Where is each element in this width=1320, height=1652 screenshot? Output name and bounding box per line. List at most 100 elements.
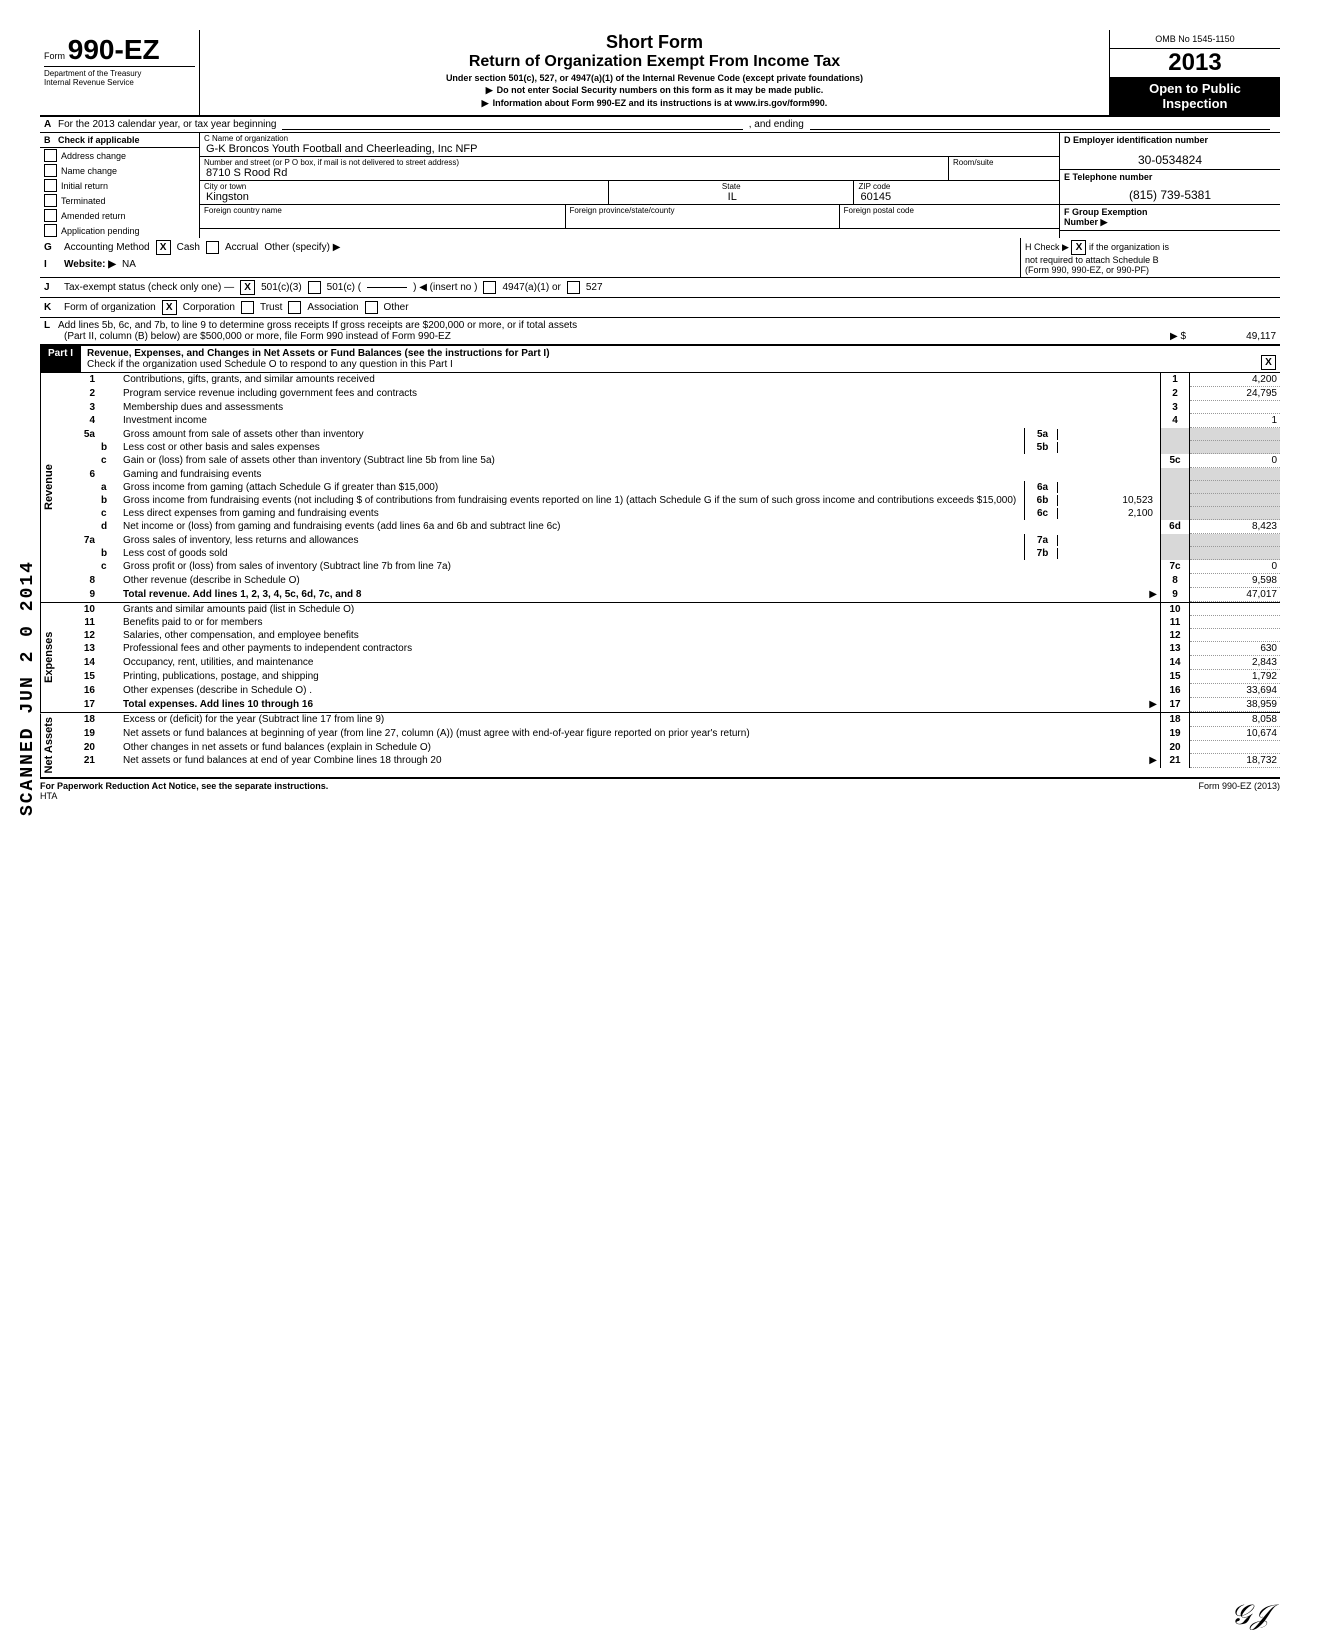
check-label-0: Address change	[61, 151, 126, 161]
checkbox-schedule-o[interactable]: X	[1261, 355, 1276, 370]
line-16-box: 16	[1160, 684, 1190, 698]
line-6d-box: 6d	[1160, 520, 1190, 534]
org-street: 8710 S Rood Rd	[204, 167, 944, 179]
line-12-desc: Salaries, other compensation, and employ…	[120, 629, 1160, 642]
line-7b-desc: Less cost of goods sold	[120, 547, 1024, 560]
footer-hta: HTA	[40, 791, 57, 801]
checkbox-application-pending[interactable]	[44, 224, 57, 237]
line-7b-ib: 7b	[1028, 548, 1058, 559]
line-1-val: 4,200	[1190, 373, 1280, 387]
part1-label: Part I	[40, 346, 81, 372]
line-20-desc: Other changes in net assets or fund bala…	[120, 741, 1160, 754]
street-label: Number and street (or P O box, if mail i…	[204, 158, 944, 167]
line-4-no: 4	[70, 414, 98, 428]
line-5c-val: 0	[1190, 454, 1280, 468]
line-15-box: 15	[1160, 670, 1190, 684]
org-name: G-K Broncos Youth Football and Cheerlead…	[204, 143, 1055, 155]
checkbox-corporation[interactable]: X	[162, 300, 177, 315]
checkbox-address-change[interactable]	[44, 149, 57, 162]
checkbox-initial-return[interactable]	[44, 179, 57, 192]
j-opt3: 4947(a)(1) or	[502, 282, 560, 293]
line-19-box: 19	[1160, 727, 1190, 741]
line-3-val	[1190, 401, 1280, 414]
line-15-desc: Printing, publications, postage, and shi…	[120, 670, 1160, 684]
i-label: Website: ▶	[64, 259, 116, 270]
title-short-form: Short Form	[206, 32, 1103, 53]
d-label: D Employer identification number	[1064, 135, 1208, 145]
k-assoc: Association	[307, 302, 358, 313]
line-10-val	[1190, 603, 1280, 616]
line-5a-ib: 5a	[1028, 429, 1058, 440]
line-1-box: 1	[1160, 373, 1190, 387]
line-3-desc: Membership dues and assessments	[120, 401, 1160, 414]
line-5b-desc: Less cost or other basis and sales expen…	[120, 441, 1024, 454]
f-label: F Group Exemption	[1064, 207, 1148, 217]
line-8-no: 8	[70, 574, 98, 588]
j-opt1: 501(c)(3)	[261, 282, 302, 293]
checkbox-accrual[interactable]	[206, 241, 219, 254]
line-17-no: 17	[70, 698, 98, 712]
checkbox-other-org[interactable]	[365, 301, 378, 314]
checkbox-association[interactable]	[288, 301, 301, 314]
line-6a-ib: 6a	[1028, 482, 1058, 493]
line-13-no: 13	[70, 642, 98, 656]
i-letter: I	[44, 259, 58, 270]
line-5c-box: 5c	[1160, 454, 1190, 468]
line-5c-desc: Gain or (loss) from sale of assets other…	[120, 454, 1160, 468]
line-11-no: 11	[70, 616, 98, 629]
form-header: Form 990-EZ Department of the Treasury I…	[40, 30, 1280, 117]
l-letter: L	[44, 320, 58, 331]
check-label-5: Application pending	[61, 226, 140, 236]
line-4-box: 4	[1160, 414, 1190, 428]
checkbox-4947[interactable]	[483, 281, 496, 294]
line-6c-desc: Less direct expenses from gaming and fun…	[120, 507, 1024, 520]
line-5a-desc: Gross amount from sale of assets other t…	[120, 428, 1024, 441]
checkbox-amended[interactable]	[44, 209, 57, 222]
footer-left: For Paperwork Reduction Act Notice, see …	[40, 781, 328, 791]
checkbox-name-change[interactable]	[44, 164, 57, 177]
k-other: Other	[384, 302, 409, 313]
line-12-box: 12	[1160, 629, 1190, 642]
check-label-1: Name change	[61, 166, 117, 176]
line-8-val: 9,598	[1190, 574, 1280, 588]
line-8-box: 8	[1160, 574, 1190, 588]
checkbox-terminated[interactable]	[44, 194, 57, 207]
checkbox-h[interactable]: X	[1071, 240, 1086, 255]
line-14-val: 2,843	[1190, 656, 1280, 670]
checkbox-trust[interactable]	[241, 301, 254, 314]
line-9-val: 47,017	[1190, 588, 1280, 602]
line-8-desc: Other revenue (describe in Schedule O)	[120, 574, 1160, 588]
checkbox-cash[interactable]: X	[156, 240, 171, 255]
section-expenses: Expenses	[40, 603, 70, 712]
dept-treasury: Department of the Treasury	[44, 66, 195, 78]
line-6-desc: Gaming and fundraising events	[120, 468, 1160, 481]
checkbox-501c[interactable]	[308, 281, 321, 294]
g-label: Accounting Method	[64, 242, 150, 253]
row-a-text: For the 2013 calendar year, or tax year …	[58, 119, 276, 130]
line-1-no: 1	[70, 373, 98, 387]
line-13-box: 13	[1160, 642, 1190, 656]
year-prefix: 20	[1168, 49, 1195, 76]
g-cash: Cash	[177, 242, 200, 253]
line-18-val: 8,058	[1190, 713, 1280, 727]
j-opt2b: ) ◀ (insert no )	[413, 282, 477, 293]
h-text2: if the organization is	[1089, 242, 1169, 252]
line-21-desc: Net assets or fund balances at end of ye…	[123, 755, 442, 766]
row-a: A For the 2013 calendar year, or tax yea…	[40, 117, 1280, 133]
org-zip: 60145	[858, 191, 1055, 203]
checkbox-501c3[interactable]: X	[240, 280, 255, 295]
row-a-mid: , and ending	[749, 119, 804, 130]
checkbox-527[interactable]	[567, 281, 580, 294]
l-text2: (Part II, column (B) below) are $500,000…	[64, 331, 451, 342]
line-3-box: 3	[1160, 401, 1190, 414]
year-bold: 13	[1195, 49, 1222, 76]
check-label-2: Initial return	[61, 181, 108, 191]
footer-right: Form 990-EZ (2013)	[1198, 781, 1280, 801]
dept-irs: Internal Revenue Service	[44, 78, 195, 87]
k-trust: Trust	[260, 302, 282, 313]
line-15-no: 15	[70, 670, 98, 684]
part1-sub: Check if the organization used Schedule …	[87, 359, 453, 370]
line-5b-no: b	[98, 441, 120, 454]
line-12-no: 12	[70, 629, 98, 642]
line-19-desc: Net assets or fund balances at beginning…	[120, 727, 1160, 741]
